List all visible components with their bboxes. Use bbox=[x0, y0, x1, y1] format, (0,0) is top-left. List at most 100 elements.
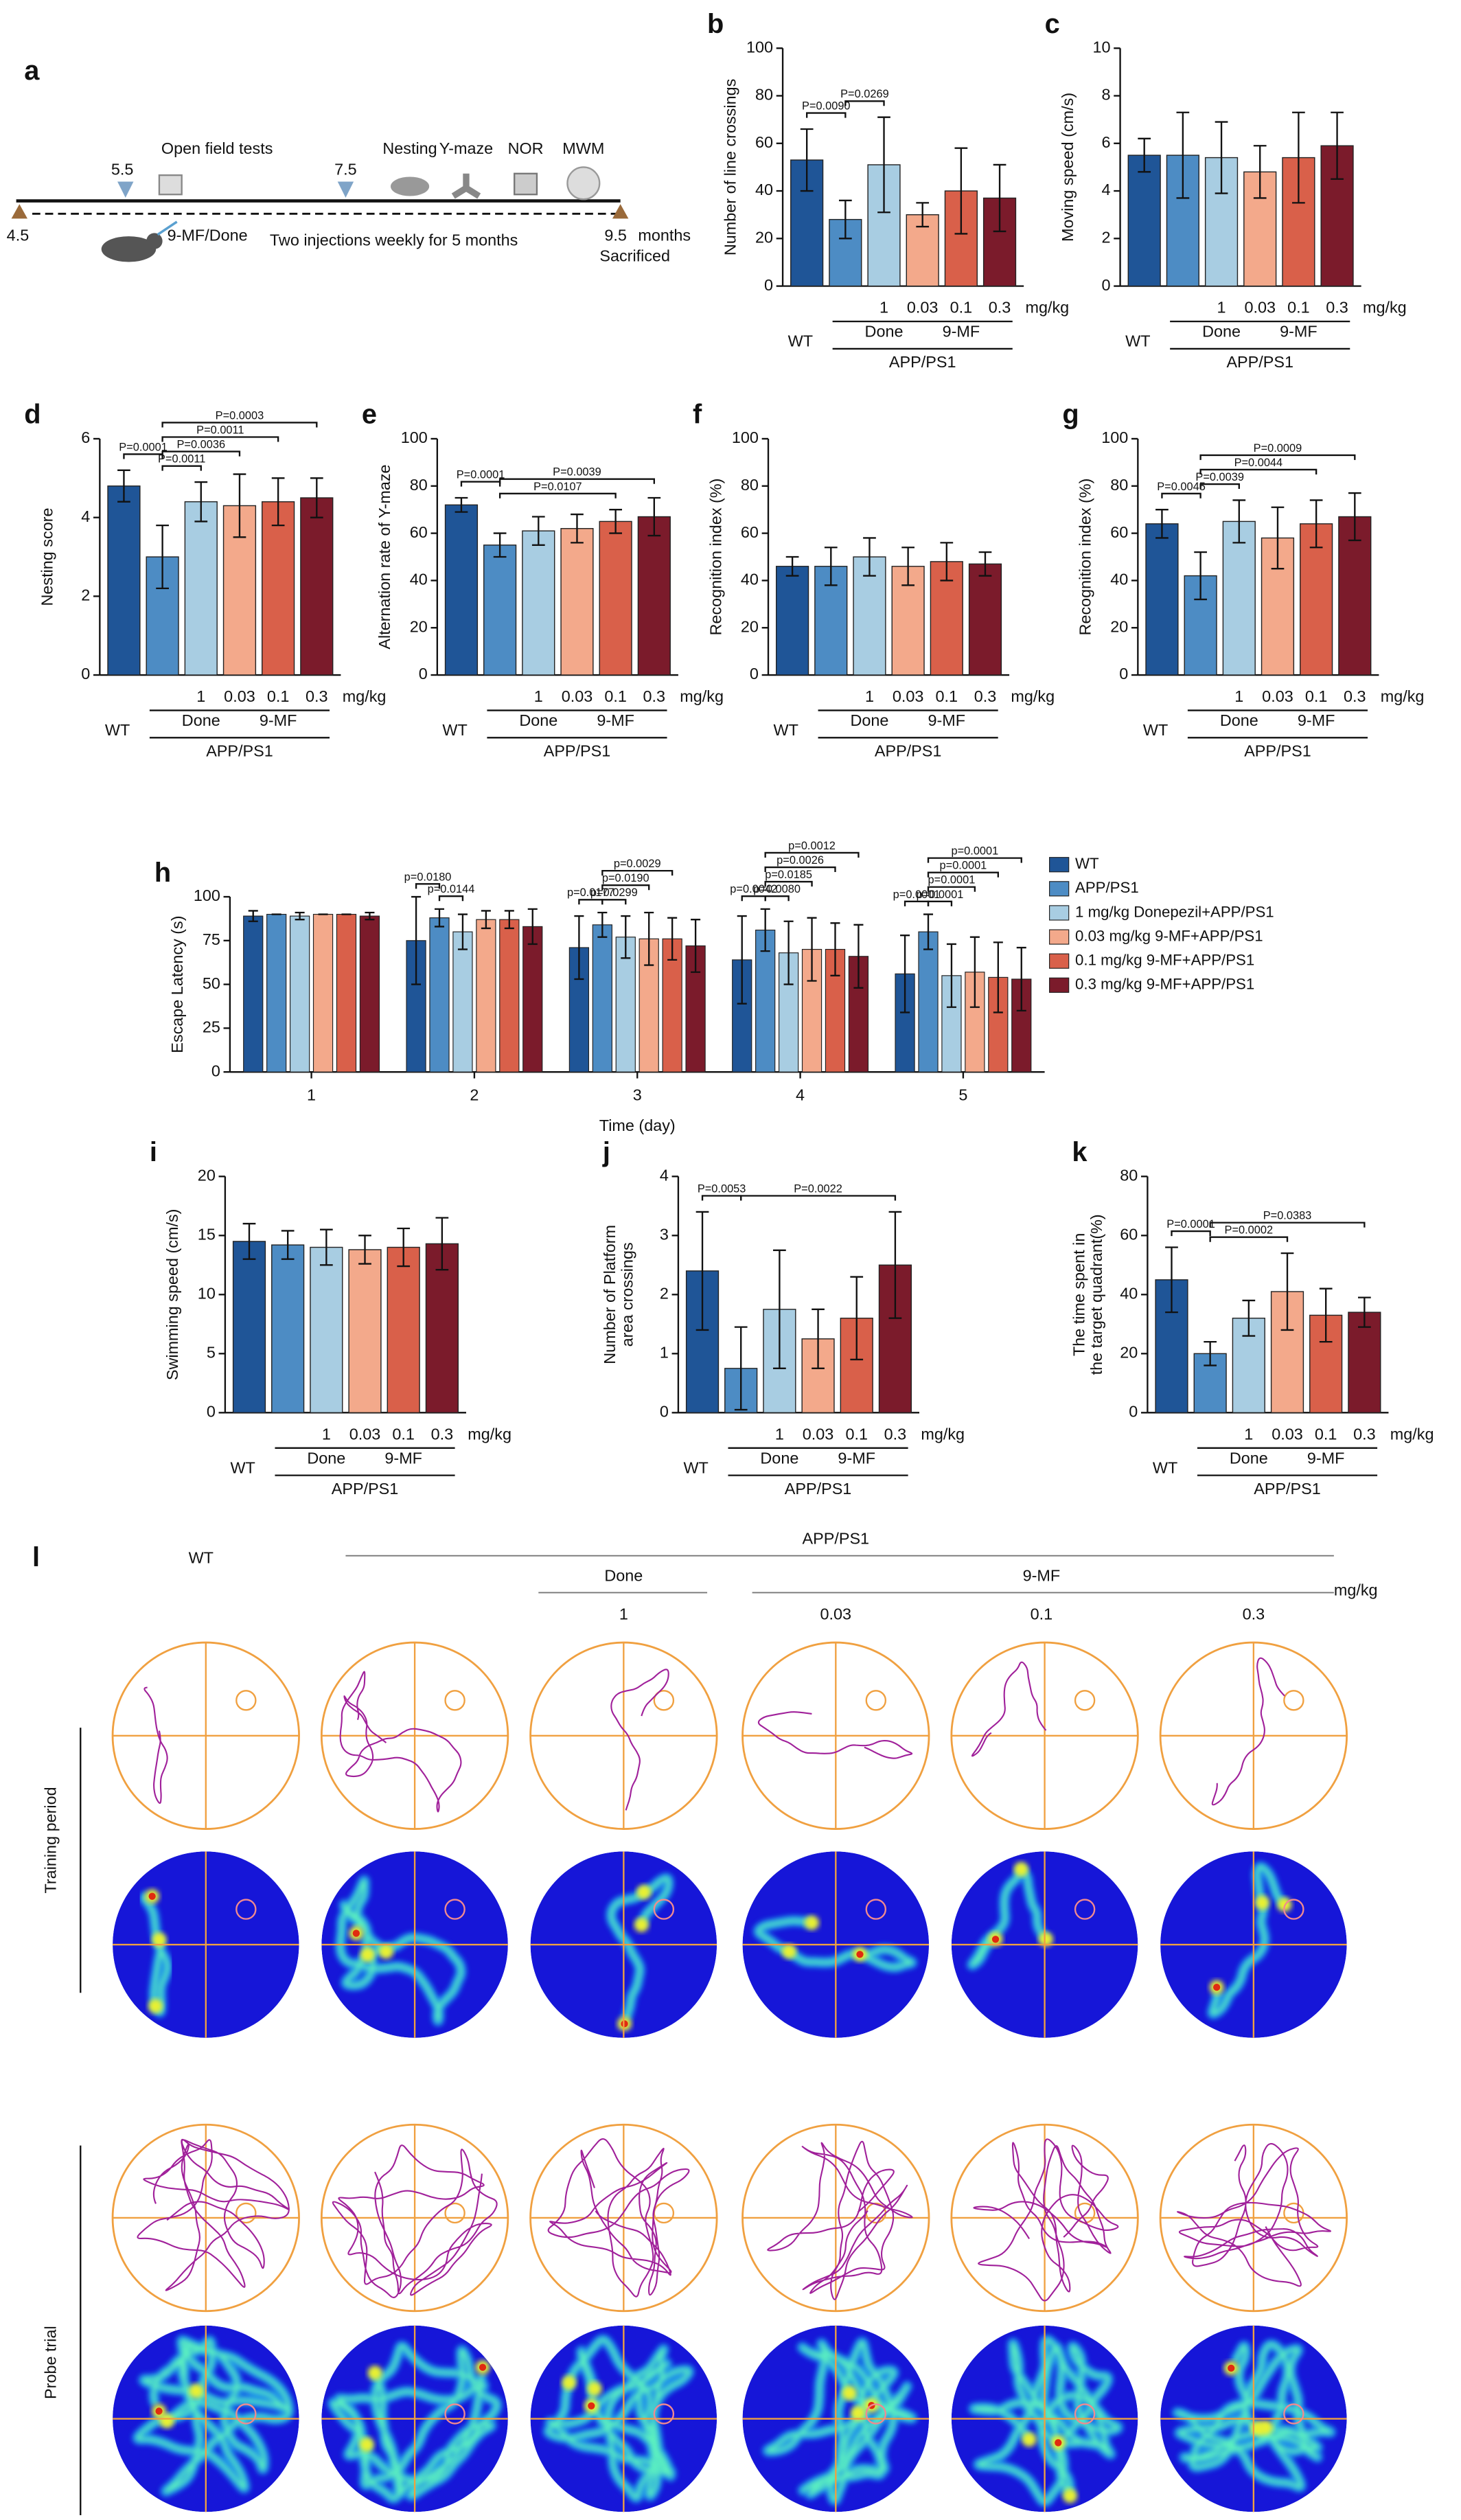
p-value: P=0.0003 bbox=[216, 409, 264, 422]
heat-core bbox=[142, 1894, 170, 2014]
p-value: P=0.0001 bbox=[1166, 1218, 1215, 1230]
bar bbox=[1145, 523, 1179, 676]
y-axis-label: Swimming speed (cm/s) bbox=[163, 1209, 181, 1381]
heat-spot bbox=[636, 1885, 652, 1900]
x-tick-label: 0.1 bbox=[1287, 299, 1310, 317]
unit-label: mg/kg bbox=[1334, 1581, 1378, 1599]
dose-label: 0.1 bbox=[1031, 1605, 1053, 1623]
platform bbox=[1074, 1690, 1096, 1711]
error-bar bbox=[248, 910, 258, 922]
p-value: P=0.0001 bbox=[119, 441, 168, 453]
p-value: p=0.0299 bbox=[590, 886, 638, 899]
group-label: 9-MF bbox=[1307, 1449, 1345, 1467]
bar bbox=[615, 937, 636, 1073]
test-label: Nesting bbox=[382, 139, 437, 157]
significance-bracket bbox=[927, 886, 976, 892]
group-label: 9-MF bbox=[384, 1449, 422, 1467]
group-label: APP/PS1 bbox=[785, 1480, 852, 1498]
x-tick-label: 5 bbox=[958, 1086, 967, 1103]
bar bbox=[522, 926, 543, 1073]
row-label: Training period bbox=[41, 1787, 59, 1893]
legend-swatch bbox=[1049, 857, 1070, 873]
y-tick-label: 40 bbox=[1110, 571, 1128, 588]
error-bar bbox=[295, 911, 305, 921]
y-tick-label: 0 bbox=[81, 665, 90, 683]
heat-spot bbox=[634, 1917, 649, 1932]
platform bbox=[444, 2202, 465, 2224]
significance-bracket bbox=[601, 899, 627, 905]
bar bbox=[266, 913, 287, 1073]
heatmap bbox=[1160, 1851, 1347, 2038]
error-bar bbox=[888, 1211, 902, 1319]
error-bar bbox=[194, 481, 208, 523]
x-tick-label: 0.03 bbox=[349, 1425, 381, 1443]
panel-label: g bbox=[1062, 400, 1079, 430]
heat-spot bbox=[1022, 2432, 1037, 2447]
end-marker bbox=[612, 204, 629, 219]
test-label: Open field tests bbox=[161, 139, 273, 157]
p-value: P=0.0269 bbox=[840, 88, 889, 100]
p-value: P=0.0383 bbox=[1263, 1210, 1312, 1222]
y-tick-label: 20 bbox=[1110, 617, 1128, 635]
swim-path bbox=[332, 2144, 498, 2298]
significance-bracket bbox=[498, 478, 655, 484]
panel-label: h bbox=[154, 858, 171, 888]
platform bbox=[865, 2403, 887, 2425]
y-tick-label: 5 bbox=[207, 1344, 216, 1362]
p-value: P=0.0002 bbox=[1225, 1224, 1274, 1237]
swim-path bbox=[1211, 1657, 1285, 1806]
x-tick-label: 1 bbox=[322, 1425, 331, 1443]
significance-bracket bbox=[161, 450, 241, 457]
y-tick-label: 0 bbox=[211, 1062, 220, 1079]
group-label: WT bbox=[788, 332, 813, 350]
error-bar bbox=[737, 915, 747, 1005]
group-label: APP/PS1 bbox=[803, 1529, 870, 1547]
heat-peak bbox=[856, 1951, 864, 1958]
schedule-label: Two injections weekly for 5 months bbox=[270, 231, 518, 249]
legend-swatch bbox=[1049, 905, 1070, 921]
swim-path bbox=[339, 1671, 462, 1813]
bar bbox=[776, 566, 809, 676]
trajectory-plot bbox=[950, 1641, 1139, 1830]
treatment-label: 9-MF/Done bbox=[168, 226, 248, 244]
y-tick-label: 4 bbox=[81, 507, 90, 525]
error-bar bbox=[1194, 551, 1207, 601]
platform bbox=[1074, 1899, 1096, 1920]
group-label: Done bbox=[604, 1566, 643, 1584]
error-bar bbox=[621, 915, 631, 959]
group-label: WT bbox=[1153, 1458, 1177, 1476]
y-axis-label: Recognition index (%) bbox=[706, 479, 724, 636]
group-label: Done bbox=[182, 711, 220, 729]
swim-path bbox=[547, 2138, 690, 2298]
platform bbox=[235, 1899, 257, 1920]
legend-label: 0.1 mg/kg 9-MF+APP/PS1 bbox=[1075, 952, 1254, 969]
significance-bracket bbox=[161, 436, 279, 442]
error-bar bbox=[785, 555, 799, 577]
error-bar bbox=[1215, 121, 1228, 194]
y-tick-label: 100 bbox=[732, 428, 759, 446]
y-tick-label: 8 bbox=[1102, 86, 1111, 104]
heat-core bbox=[609, 1877, 671, 2020]
x-tick-label: 0.03 bbox=[1262, 687, 1293, 705]
significance-bracket bbox=[601, 869, 674, 876]
y-tick-label: 40 bbox=[741, 571, 759, 588]
error-bar bbox=[609, 509, 623, 534]
error-bar bbox=[242, 1222, 256, 1260]
x-tick-label: 0.3 bbox=[1344, 687, 1366, 705]
error-bar bbox=[954, 147, 968, 235]
error-bar bbox=[1165, 1246, 1178, 1314]
group-label: WT bbox=[230, 1458, 255, 1476]
significance-bracket bbox=[1171, 1230, 1211, 1237]
y-tick-label: 6 bbox=[81, 428, 90, 446]
swim-path bbox=[137, 2138, 290, 2291]
p-value: P=0.0107 bbox=[533, 481, 582, 493]
x-tick-label: 0.3 bbox=[1353, 1425, 1376, 1443]
y-tick-label: 100 bbox=[194, 886, 220, 904]
heat-core bbox=[547, 2338, 691, 2499]
x-tick-label: 0.1 bbox=[604, 687, 627, 705]
y-axis-label: Alternation rate of Y-maze bbox=[376, 464, 393, 649]
error-bar bbox=[644, 911, 654, 966]
significance-bracket bbox=[1199, 483, 1240, 490]
x-tick-label: 0.3 bbox=[643, 687, 666, 705]
p-value: P=0.0001 bbox=[457, 469, 505, 481]
